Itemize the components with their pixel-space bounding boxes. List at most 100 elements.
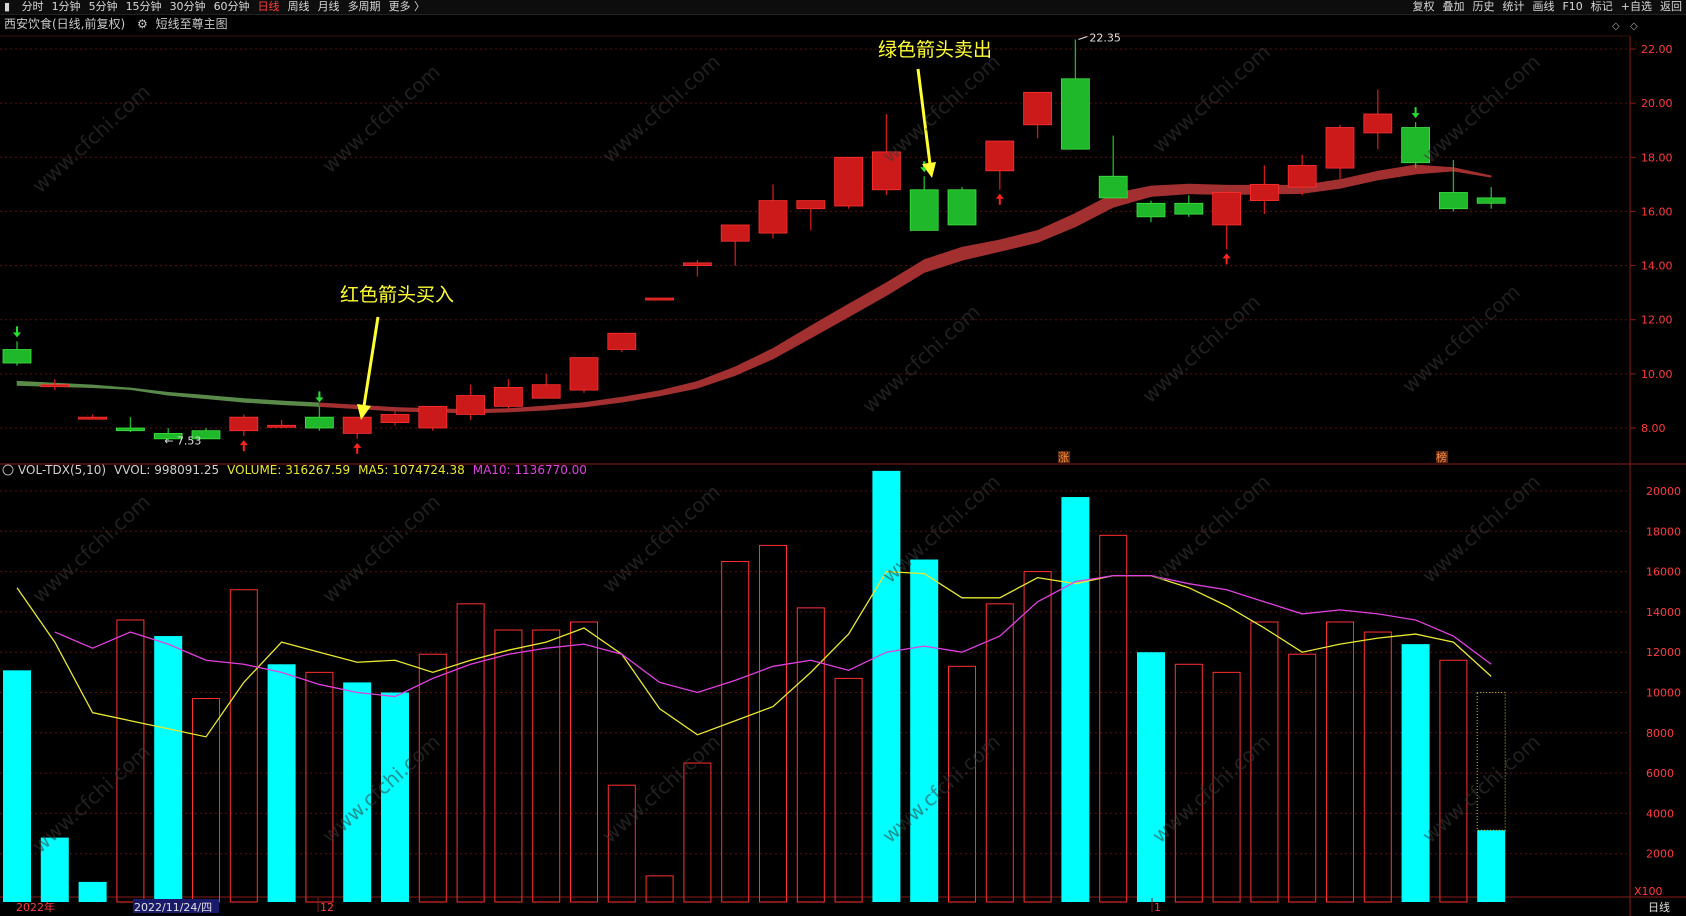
period-tab-7[interactable]: 周线 <box>287 0 310 13</box>
volume-bar <box>494 629 523 903</box>
volume-bar <box>229 589 258 903</box>
ma-band-segment <box>281 400 320 407</box>
chart-title-bar: 西安饮食(日线,前复权) ⚙ 短线至尊主图 <box>0 16 228 32</box>
candle-body <box>229 416 259 432</box>
candle-body <box>153 433 183 440</box>
ma-band-segment <box>1037 212 1076 244</box>
indicator-name: 短线至尊主图 <box>155 17 228 31</box>
volume-tick-label: 14000 <box>1646 606 1681 619</box>
period-tab-10[interactable]: 更多 〉 <box>388 0 426 13</box>
volume-unit-label: X100 <box>1634 885 1663 898</box>
ma-band-segment <box>1150 183 1190 197</box>
candle-body <box>116 427 145 432</box>
volume-bar <box>532 629 561 903</box>
zhang-badge <box>1058 451 1071 463</box>
tool-button-3[interactable]: 统计 <box>1502 0 1525 13</box>
watermark: www.cfchi.com <box>1137 290 1264 408</box>
volume-bar <box>381 692 409 902</box>
top-toolbar: ▮ 分时 1分钟 5分钟 15分钟 30分钟 60分钟 日线 周线 月线 多周期 更多 〉 复权 叠加… <box>0 0 1686 15</box>
candle-body <box>1439 192 1468 210</box>
axis-month-12: 12 <box>320 901 334 914</box>
ma-band-segment <box>583 396 623 408</box>
period-tab-3[interactable]: 15分钟 <box>125 0 162 13</box>
sell-arrow-icon <box>13 326 21 338</box>
candle-body <box>380 414 410 423</box>
period-tab-2[interactable]: 5分钟 <box>88 0 118 13</box>
ma-band-segment <box>1453 167 1492 178</box>
ma5-line <box>16 570 1492 738</box>
price-tick-label: 18.00 <box>1641 151 1673 164</box>
tool-button-8[interactable]: 返回 <box>1660 0 1682 13</box>
watermark: www.cfchi.com <box>597 480 724 598</box>
candle-body <box>1136 202 1166 218</box>
candle-body <box>1401 127 1430 164</box>
period-tab-0[interactable]: 分时 <box>21 0 44 13</box>
candle-body <box>418 405 448 429</box>
sell-annotation-arrow <box>916 68 932 165</box>
volume-bar <box>645 875 674 903</box>
ma-band-segment <box>923 246 963 274</box>
volume-bar <box>1326 621 1354 903</box>
volume-bar <box>1023 571 1052 903</box>
period-tab-6[interactable]: 日线 <box>257 0 280 13</box>
period-tab-9[interactable]: 多周期 <box>347 0 381 13</box>
volume-header-vvol: VVOL: 998091.25 <box>114 463 219 477</box>
volume-bar <box>796 607 825 903</box>
volume-bar <box>418 653 447 903</box>
watermark: www.cfchi.com <box>27 490 154 608</box>
candle-body <box>720 224 750 242</box>
volume-tick-label: 10000 <box>1646 687 1681 700</box>
volume-header-ma10: MA10: 1136770.00 <box>473 463 587 477</box>
candle-body <box>456 395 486 415</box>
chart-area[interactable]: 8.00 10.00 12.00 14.00 16.00 18.00 20.00 22.00 2… <box>0 14 1686 916</box>
period-tab-8[interactable]: 月线 <box>317 0 340 13</box>
watermark: www.cfchi.com <box>1417 470 1544 588</box>
candle-body <box>78 416 107 420</box>
volume-tick-label: 4000 <box>1646 807 1674 820</box>
ma-band-segment <box>243 398 282 406</box>
buy-arrow-icon <box>995 193 1004 205</box>
sell-annotation: 绿色箭头卖出 <box>878 39 992 61</box>
candle-body <box>267 424 297 428</box>
candle-body <box>40 384 70 388</box>
tool-button-4[interactable]: 画线 <box>1532 0 1555 13</box>
axis-month-1: 1 <box>1154 901 1161 914</box>
volume-tick-label: 18000 <box>1646 525 1681 538</box>
candle-body <box>1212 192 1241 226</box>
candle-body <box>683 262 712 266</box>
volume-tick-label: 12000 <box>1646 646 1681 659</box>
tool-button-0[interactable]: 复权 <box>1412 0 1435 13</box>
volume-bar <box>683 762 712 903</box>
volume-tick-label: 2000 <box>1646 848 1674 861</box>
axis-year-label: 2022年 <box>16 900 55 914</box>
buy-arrow-icon <box>353 442 362 454</box>
tool-button-7[interactable]: +自选 <box>1620 0 1652 13</box>
period-tab-4[interactable]: 30分钟 <box>169 0 206 13</box>
ma-band-segment <box>697 366 736 389</box>
axis-date-label: 2022/11/24/四 <box>134 901 212 914</box>
menu-icon[interactable]: ▮ <box>4 0 11 13</box>
high-price-label: 22.35 <box>1089 32 1121 45</box>
volume-bar <box>985 603 1014 903</box>
watermark: www.cfchi.com <box>27 80 154 198</box>
tool-button-2[interactable]: 历史 <box>1472 0 1495 13</box>
diamond-icon: ◇ <box>1630 21 1638 32</box>
volume-tick-label: 8000 <box>1646 727 1674 740</box>
volume-bar <box>1363 631 1392 903</box>
volume-bar <box>570 621 598 903</box>
tool-button-6[interactable]: 标记 <box>1590 0 1613 13</box>
ma-band-segment <box>659 381 698 397</box>
buy-arrowhead-icon <box>357 404 371 420</box>
ma-band-segment <box>319 402 358 410</box>
volume-bar <box>1250 621 1279 903</box>
tool-button-1[interactable]: 叠加 <box>1442 0 1465 13</box>
period-tab-1[interactable]: 1分钟 <box>51 0 81 13</box>
volume-bar <box>305 671 334 903</box>
watermark: www.cfchi.com <box>1397 280 1524 398</box>
ma-band-segment <box>810 303 849 339</box>
period-tab-5[interactable]: 60分钟 <box>213 0 250 13</box>
tool-button-5[interactable]: F10 <box>1562 0 1583 13</box>
indicator-gear-icon[interactable]: ⚙ <box>137 17 148 31</box>
candle-body <box>872 151 901 191</box>
volume-bar <box>1439 659 1468 903</box>
